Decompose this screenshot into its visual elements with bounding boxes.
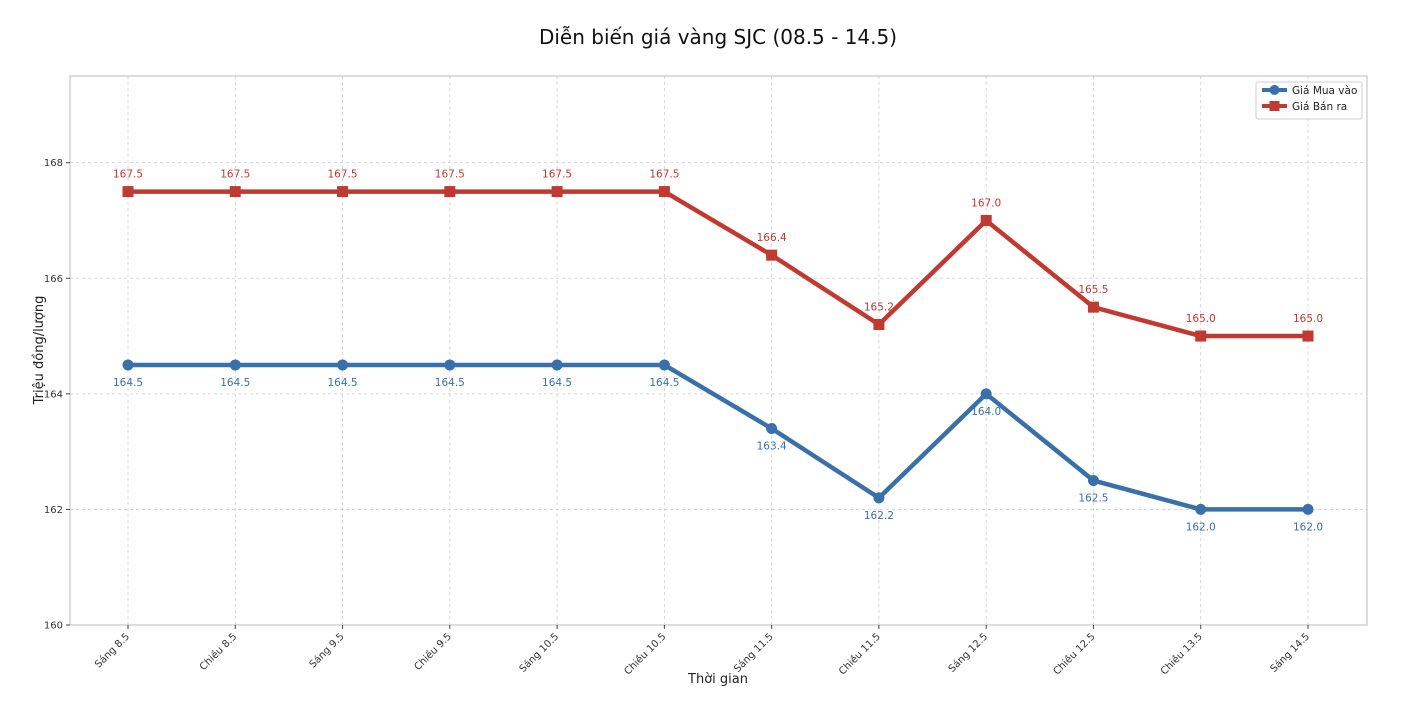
series-marker-square (337, 186, 349, 198)
series-marker-square (444, 186, 456, 198)
chart-title: Diễn biến giá vàng SJC (08.5 - 14.5) (539, 25, 897, 49)
x-axis-ticks: Sáng 8.5 Chiều 8.5 Sáng 9.5 Chiều 9.5 Sáng 1… (92, 625, 1312, 677)
data-label: 164.5 (435, 377, 465, 389)
x-tick-label: Chiều 11.5 (836, 631, 883, 678)
series-marker-circle (229, 359, 241, 371)
data-label: 162.0 (1186, 521, 1216, 533)
series-group (122, 186, 1314, 515)
data-label: 167.5 (649, 169, 679, 181)
data-label: 165.5 (1078, 284, 1108, 296)
series-marker-circle (873, 492, 885, 504)
series-marker-circle (551, 359, 563, 371)
series-marker-circle (980, 388, 992, 400)
data-label: 165.2 (864, 301, 894, 313)
y-tick-label: 162 (44, 505, 63, 516)
series-marker-circle (1195, 503, 1207, 515)
series-marker-circle (1087, 475, 1099, 487)
data-label: 165.0 (1186, 313, 1216, 325)
x-tick-label: Sáng 9.5 (307, 631, 347, 671)
grid (70, 76, 1367, 626)
x-tick-label: Chiều 8.5 (197, 631, 239, 673)
series-marker-square (766, 249, 778, 261)
x-tick-label: Sáng 8.5 (92, 631, 132, 671)
data-label: 164.5 (328, 377, 358, 389)
data-label: 166.4 (757, 232, 787, 244)
series-marker-square (122, 186, 134, 198)
x-tick-label: Chiều 10.5 (622, 631, 669, 678)
data-labels: 164.5 164.5 164.5 164.5 164.5 164.5 163.4 162.2… (113, 169, 1323, 534)
series-marker-circle (337, 359, 349, 371)
data-label: 164.5 (220, 377, 250, 389)
data-label: 164.0 (971, 406, 1001, 418)
x-tick-label: Sáng 10.5 (517, 631, 561, 675)
series-marker-circle (122, 359, 134, 371)
series-line (125, 189, 1311, 339)
series-line (125, 362, 1311, 512)
series-marker-square (873, 318, 885, 330)
data-label: 162.5 (1078, 493, 1108, 505)
series-marker-circle (766, 423, 778, 435)
x-axis-label: Thời gian (687, 672, 748, 687)
data-label: 167.5 (328, 169, 358, 181)
legend-marker-square (1269, 101, 1280, 111)
y-tick-label: 160 (44, 621, 63, 632)
data-label: 167.5 (113, 169, 143, 181)
x-tick-label: Sáng 11.5 (731, 631, 775, 675)
plot-area (69, 75, 1368, 626)
x-tick-label: Sáng 14.5 (1268, 631, 1312, 675)
series-marker-square (1302, 330, 1314, 342)
data-label: 162.0 (1293, 521, 1323, 533)
data-label: 167.5 (542, 169, 572, 181)
data-label: 163.4 (757, 441, 787, 453)
data-label: 164.5 (649, 377, 679, 389)
series-marker-square (1087, 301, 1099, 313)
series-marker-circle (444, 359, 456, 371)
x-tick-label: Sáng 12.5 (946, 631, 990, 675)
data-label: 164.5 (542, 377, 572, 389)
y-tick-label: 164 (44, 389, 63, 400)
y-axis-label: Triệu đồng/lượng (32, 296, 47, 406)
y-axis-ticks: 160 162 164 166 168 (44, 158, 70, 632)
series-marker-square (980, 214, 992, 226)
x-tick-label: Chiều 12.5 (1051, 631, 1098, 678)
legend: Giá Mua vào Giá Bán ra (1255, 81, 1363, 120)
data-label: 165.0 (1293, 313, 1323, 325)
series-marker-square (551, 186, 563, 198)
legend-marker-circle (1269, 85, 1280, 95)
legend-label: Giá Bán ra (1292, 101, 1347, 113)
y-tick-label: 168 (44, 158, 63, 169)
y-tick-label: 166 (44, 274, 63, 285)
series-marker-circle (1302, 503, 1314, 515)
x-tick-label: Chiều 13.5 (1158, 631, 1205, 678)
series-marker-square (1195, 330, 1207, 342)
x-tick-label: Chiều 9.5 (412, 631, 454, 673)
data-label: 167.5 (220, 169, 250, 181)
legend-label: Giá Mua vào (1292, 85, 1357, 97)
data-label: 167.5 (435, 169, 465, 181)
data-label: 167.0 (971, 197, 1001, 209)
data-label: 164.5 (113, 377, 143, 389)
series-marker-square (229, 186, 241, 198)
series-marker-circle (658, 359, 670, 371)
series-marker-square (658, 186, 670, 198)
data-label: 162.2 (864, 510, 894, 522)
